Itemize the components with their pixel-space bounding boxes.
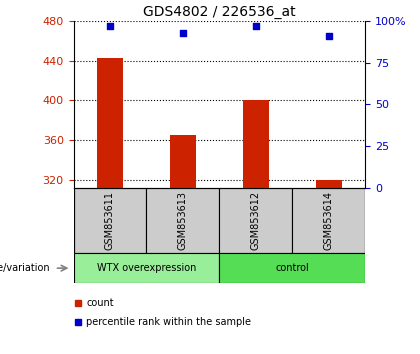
Title: GDS4802 / 226536_at: GDS4802 / 226536_at	[143, 5, 296, 19]
Bar	[170, 135, 196, 188]
Bar	[220, 188, 292, 253]
Bar	[220, 253, 365, 283]
Bar	[97, 58, 123, 188]
Point	[180, 30, 186, 36]
Text: GSM853613: GSM853613	[178, 191, 188, 250]
Text: GSM853611: GSM853611	[105, 191, 115, 250]
Point	[107, 23, 113, 29]
Bar	[74, 253, 220, 283]
Text: GSM853612: GSM853612	[251, 191, 261, 250]
Text: GSM853614: GSM853614	[324, 191, 334, 250]
Bar	[243, 101, 269, 188]
Bar	[292, 188, 365, 253]
Point	[326, 33, 332, 39]
Text: count: count	[86, 298, 114, 308]
Bar	[316, 180, 342, 188]
Bar	[147, 188, 220, 253]
Text: WTX overexpression: WTX overexpression	[97, 263, 196, 273]
Text: percentile rank within the sample: percentile rank within the sample	[86, 317, 251, 327]
Text: genotype/variation: genotype/variation	[0, 263, 50, 273]
Bar	[74, 188, 147, 253]
Text: control: control	[276, 263, 309, 273]
Point	[252, 23, 259, 29]
